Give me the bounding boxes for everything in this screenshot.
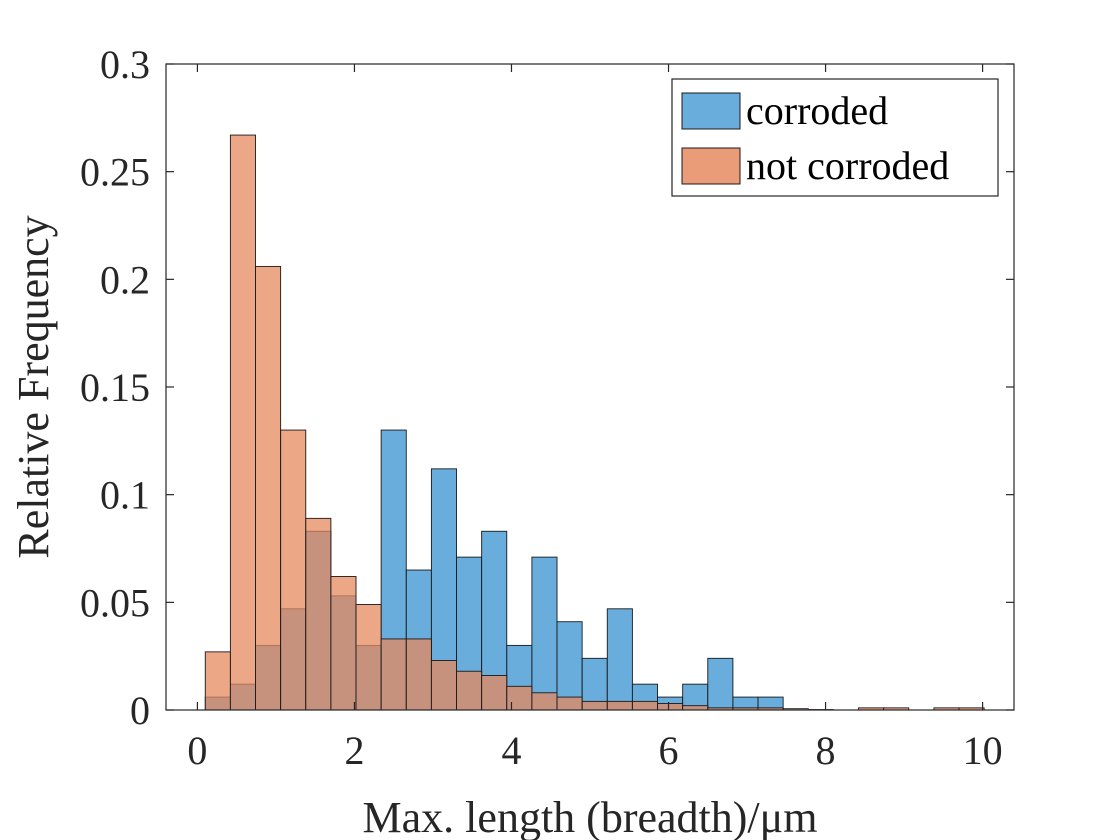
bar-not-corroded-7 [380, 638, 407, 711]
bar-corroded-13 [531, 556, 558, 711]
y-tick-label-4: 0.2 [100, 257, 150, 302]
bar-not-corroded-0 [204, 651, 231, 711]
bar-corroded-16 [606, 608, 633, 711]
x-tick-label-5: 10 [963, 728, 1003, 773]
bar-not-corroded-9 [430, 660, 457, 711]
bar-not-corroded-16 [606, 700, 633, 711]
legend-label-corroded: corroded [746, 88, 888, 133]
bar-not-corroded-13 [531, 692, 558, 711]
x-tick-label-4: 8 [816, 728, 836, 773]
bar-not-corroded-2 [255, 265, 282, 711]
x-tick-label-3: 6 [659, 728, 679, 773]
bar-not-corroded-15 [581, 700, 608, 711]
y-tick-label-2: 0.1 [100, 473, 150, 518]
legend-label-not-corroded: not corroded [746, 143, 949, 188]
bar-corroded-20 [707, 657, 734, 711]
x-axis-ticks: 0 2 4 6 8 10 [187, 64, 1003, 773]
bar-not-corroded-5 [330, 576, 357, 711]
legend-swatch-not-corroded [681, 147, 741, 185]
x-tick-label-0: 0 [187, 728, 207, 773]
x-tick-label-2: 4 [501, 728, 521, 773]
bar-not-corroded-12 [506, 685, 533, 711]
bar-not-corroded-18 [657, 703, 684, 711]
y-tick-label-1: 0.05 [80, 580, 150, 625]
x-axis-label: Max. length (breadth)/μm [363, 793, 818, 840]
bar-not-corroded-8 [405, 638, 432, 711]
bar-not-corroded-10 [456, 670, 483, 711]
bar-not-corroded-14 [556, 696, 583, 711]
bar-not-corroded-17 [631, 700, 658, 711]
y-tick-label-6: 0.3 [100, 42, 150, 87]
y-tick-label-5: 0.25 [80, 150, 150, 195]
y-tick-label-0: 0 [130, 688, 150, 733]
legend: corroded not corroded [671, 78, 999, 197]
bar-not-corroded-3 [280, 429, 307, 711]
bar-not-corroded-6 [355, 604, 382, 711]
bar-not-corroded-1 [229, 134, 256, 711]
bar-not-corroded-19 [682, 705, 709, 711]
y-axis-label: Relative Frequency [9, 215, 58, 558]
bar-not-corroded-4 [305, 517, 332, 711]
y-axis-ticks: 0 0.05 0.1 0.15 0.2 0.25 0.3 [80, 42, 1014, 733]
y-tick-label-3: 0.15 [80, 365, 150, 410]
x-tick-label-1: 2 [344, 728, 364, 773]
bar-not-corroded-11 [481, 675, 508, 711]
legend-swatch-corroded [681, 92, 741, 130]
